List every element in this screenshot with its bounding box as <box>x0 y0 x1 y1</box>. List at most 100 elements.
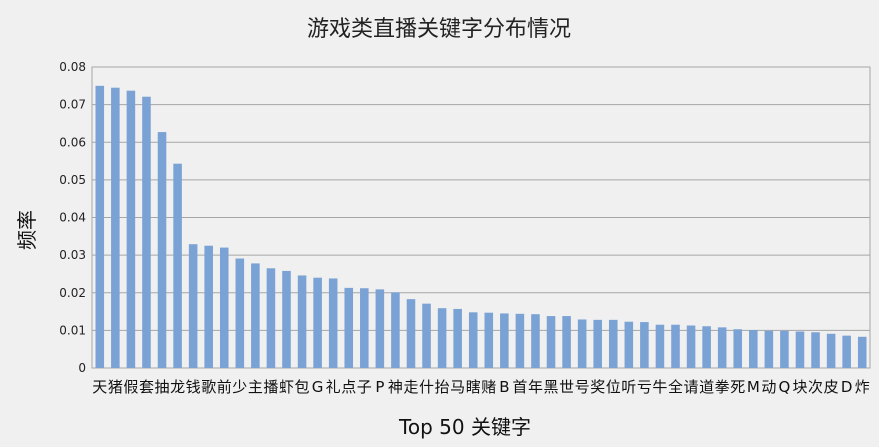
x-category-label: 牛 <box>652 378 667 396</box>
x-category-label: 黑 <box>544 378 559 396</box>
y-axis-ticks: 0 0.01 0.02 0.03 0.04 0.05 0.06 0.07 0.08 <box>59 60 86 375</box>
bar <box>577 319 587 368</box>
bar <box>484 312 494 368</box>
bar <box>251 263 260 368</box>
x-category-label: 少 <box>232 378 247 396</box>
x-category-label: 赌 <box>481 378 496 396</box>
x-category-label: 动 <box>761 378 776 396</box>
bar <box>593 319 602 368</box>
x-category-label: B <box>499 378 509 396</box>
x-category-label: 套 <box>139 378 154 396</box>
bar <box>764 330 774 368</box>
bar <box>422 303 431 368</box>
y-axis-label: 频率 <box>15 210 39 250</box>
y-tick-label: 0.07 <box>59 98 86 112</box>
bar <box>749 329 758 368</box>
x-category-label: 猪 <box>108 378 123 396</box>
bar <box>468 312 478 368</box>
bar <box>157 132 167 368</box>
x-category-label: 歌 <box>201 378 216 396</box>
bar <box>375 289 385 368</box>
x-category-label: 瞎 <box>466 378 481 396</box>
bar <box>842 335 851 368</box>
y-tick-label: 0.04 <box>59 211 86 225</box>
y-tick-label: 0.02 <box>59 286 86 300</box>
x-axis-label: Top 50 关键字 <box>398 415 531 439</box>
bar <box>406 299 416 368</box>
x-category-label: 亏 <box>637 378 652 396</box>
bar <box>515 313 525 368</box>
bar <box>313 277 322 368</box>
x-category-label: Q <box>779 378 791 396</box>
bar <box>624 321 634 368</box>
x-category-label: 什 <box>419 378 434 396</box>
bar <box>95 85 105 368</box>
bar <box>235 258 245 368</box>
x-category-label: M <box>747 378 760 396</box>
x-category-label: 龙 <box>170 378 185 396</box>
bar <box>126 90 136 369</box>
x-category-label: 块 <box>792 378 807 396</box>
y-tick-label: 0.06 <box>59 135 86 149</box>
x-category-label: 年 <box>528 378 543 396</box>
bar <box>344 287 354 368</box>
x-category-label: 全 <box>668 378 683 396</box>
chart-title: 游戏类直播关键字分布情况 <box>307 17 571 42</box>
bar <box>453 308 462 368</box>
y-tick-label: 0.08 <box>59 60 86 74</box>
bar <box>857 336 867 368</box>
y-tick-label: 0.01 <box>59 323 86 337</box>
bar <box>531 314 540 368</box>
bar <box>826 333 836 368</box>
x-category-label: 号 <box>575 378 590 396</box>
bar <box>204 245 213 368</box>
x-category-label: 礼 <box>326 378 341 396</box>
bar <box>500 313 509 368</box>
bar <box>686 325 696 368</box>
x-category-label: 首 <box>512 378 527 396</box>
x-category-label: 炸 <box>855 378 870 396</box>
x-category-label: 神 <box>388 378 403 396</box>
bar <box>188 244 198 368</box>
x-category-label: 皮 <box>824 378 839 396</box>
x-category-label: 点 <box>341 378 356 396</box>
bars <box>95 85 867 369</box>
x-category-label: 走 <box>403 378 418 396</box>
bar <box>282 270 291 368</box>
x-category-label: 次 <box>808 378 823 396</box>
bar <box>266 268 276 368</box>
x-category-label: 包 <box>295 378 310 396</box>
x-category-label: G <box>312 378 324 396</box>
y-tick-label: 0 <box>78 361 86 375</box>
bar <box>142 96 151 368</box>
bar <box>717 327 727 368</box>
x-category-label: 道 <box>699 378 714 396</box>
bar <box>437 308 447 368</box>
bar <box>546 316 556 368</box>
x-category-label: 播 <box>263 378 278 396</box>
y-tick-label: 0.03 <box>59 248 86 262</box>
bar <box>360 288 369 368</box>
x-category-label: 抽 <box>155 378 170 396</box>
x-category-label: 子 <box>357 378 372 396</box>
x-category-label: 天 <box>92 378 107 396</box>
bar <box>655 324 665 368</box>
bar <box>328 278 338 368</box>
bar <box>671 324 680 368</box>
x-category-label: 死 <box>730 378 745 396</box>
x-category-label: 世 <box>559 378 574 396</box>
bar <box>640 322 649 368</box>
y-tick-label: 0.05 <box>59 173 86 187</box>
bar <box>297 275 307 368</box>
x-category-label: 马 <box>450 378 465 396</box>
x-category-label: 请 <box>684 378 699 396</box>
bar <box>795 331 805 368</box>
bar <box>111 87 120 368</box>
bar <box>608 319 618 368</box>
bar <box>811 332 820 368</box>
bar <box>391 292 400 368</box>
x-category-label: 听 <box>621 378 636 396</box>
x-category-label: 位 <box>606 378 621 396</box>
